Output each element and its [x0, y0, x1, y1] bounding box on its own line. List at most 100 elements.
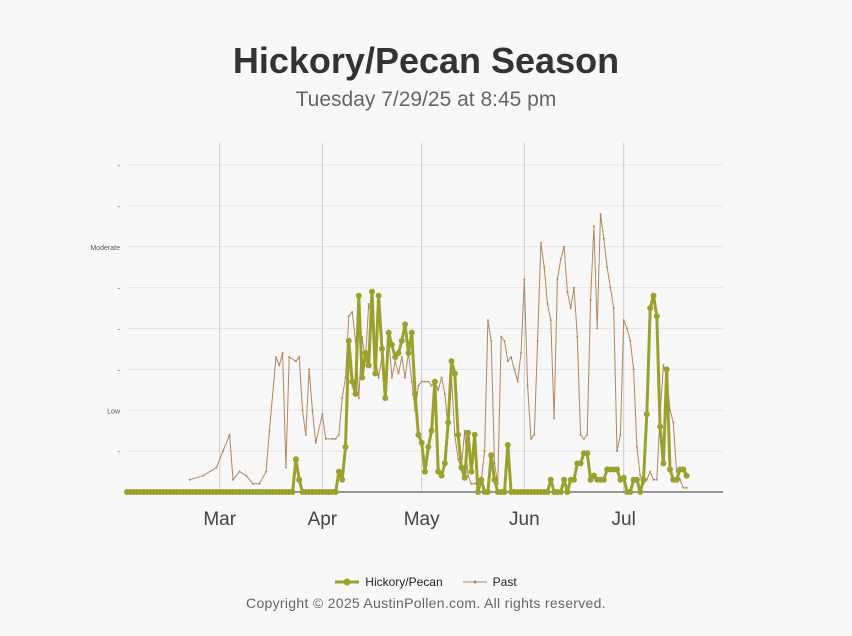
- point-past: [347, 315, 350, 318]
- point-past: [493, 462, 496, 465]
- point-past: [639, 474, 642, 477]
- point-current: [379, 345, 385, 352]
- point-current: [365, 362, 372, 369]
- point-past: [536, 339, 539, 342]
- point-past: [457, 458, 460, 461]
- chart-title: Hickory/Pecan Season: [232, 40, 620, 81]
- point-past: [503, 339, 506, 342]
- point-past: [232, 478, 234, 481]
- y-tick-label: -: [117, 284, 120, 293]
- point-current: [382, 395, 389, 401]
- x-tick-label: Jun: [509, 509, 540, 530]
- chart-legend: Hickory/Pecan Past: [0, 575, 852, 589]
- point-past: [520, 352, 522, 354]
- point-past: [268, 429, 271, 432]
- x-tick-label: May: [404, 509, 440, 530]
- point-past: [602, 237, 605, 240]
- point-current: [292, 456, 299, 463]
- point-current: [398, 337, 405, 344]
- point-current: [637, 489, 644, 495]
- point-past: [496, 482, 499, 485]
- point-past: [275, 356, 277, 359]
- point-past: [470, 482, 473, 485]
- point-current: [680, 466, 687, 473]
- point-past: [265, 470, 268, 473]
- point-past: [662, 364, 665, 367]
- point-past: [582, 437, 585, 440]
- point-past: [685, 486, 688, 489]
- point-past: [390, 376, 393, 379]
- point-past: [652, 478, 655, 481]
- point-current: [627, 489, 634, 495]
- point-current: [345, 337, 352, 344]
- point-past: [573, 286, 575, 289]
- point-current: [577, 460, 584, 467]
- point-past: [417, 384, 420, 387]
- legend-item-past[interactable]: Past: [462, 575, 517, 589]
- y-tick-label: Moderate: [90, 245, 120, 252]
- point-current: [395, 350, 402, 356]
- point-past: [589, 298, 592, 301]
- point-past: [222, 450, 224, 453]
- point-current: [455, 431, 462, 438]
- point-current: [614, 466, 620, 473]
- point-past: [483, 450, 486, 453]
- point-current: [584, 450, 591, 457]
- point-current: [484, 489, 491, 495]
- point-past: [516, 380, 519, 383]
- point-past: [510, 356, 513, 359]
- point-current: [349, 378, 356, 385]
- point-current: [663, 366, 670, 373]
- point-past: [367, 303, 370, 305]
- point-current: [355, 292, 362, 299]
- point-past: [553, 417, 556, 420]
- point-current: [468, 468, 475, 475]
- point-past: [609, 286, 612, 289]
- series-line-current: [127, 290, 688, 494]
- point-current: [385, 329, 392, 336]
- point-current: [564, 489, 571, 495]
- point-past: [566, 290, 569, 293]
- point-current: [561, 476, 568, 483]
- chart-subtitle: Tuesday 7/29/25 at 8:45 pm: [295, 88, 557, 111]
- point-current: [647, 305, 654, 312]
- point-past: [437, 388, 440, 391]
- point-past: [238, 470, 241, 473]
- point-past: [344, 376, 347, 379]
- legend-item-current[interactable]: Hickory/Pecan: [335, 575, 443, 589]
- y-tick-label: -: [117, 365, 120, 374]
- point-current: [461, 474, 468, 481]
- point-past: [626, 327, 628, 330]
- point-current: [544, 489, 551, 495]
- point-past: [251, 482, 254, 485]
- point-current: [571, 476, 577, 483]
- legend-label-current: Hickory/Pecan: [365, 575, 443, 589]
- point-past: [599, 213, 602, 216]
- point-past: [443, 392, 446, 395]
- point-past: [500, 335, 503, 338]
- point-past: [546, 303, 549, 305]
- point-past: [301, 409, 304, 412]
- point-current: [342, 444, 349, 450]
- point-past: [440, 376, 443, 379]
- point-current: [478, 476, 485, 483]
- point-past: [294, 360, 297, 363]
- y-tick-label: Low: [107, 408, 121, 415]
- point-past: [579, 433, 582, 436]
- point-current: [402, 321, 409, 328]
- point-past: [314, 441, 317, 444]
- point-past: [672, 421, 675, 424]
- point-current: [372, 370, 379, 377]
- point-current: [375, 292, 382, 299]
- point-current: [431, 378, 438, 385]
- point-current: [547, 476, 554, 483]
- point-past: [523, 278, 526, 281]
- y-tick-label: -: [117, 447, 120, 456]
- point-past: [245, 474, 248, 477]
- point-current: [643, 411, 650, 418]
- point-past: [526, 384, 529, 387]
- point-past: [420, 380, 423, 383]
- point-past: [486, 319, 489, 322]
- point-current: [620, 474, 627, 481]
- point-past: [341, 397, 344, 399]
